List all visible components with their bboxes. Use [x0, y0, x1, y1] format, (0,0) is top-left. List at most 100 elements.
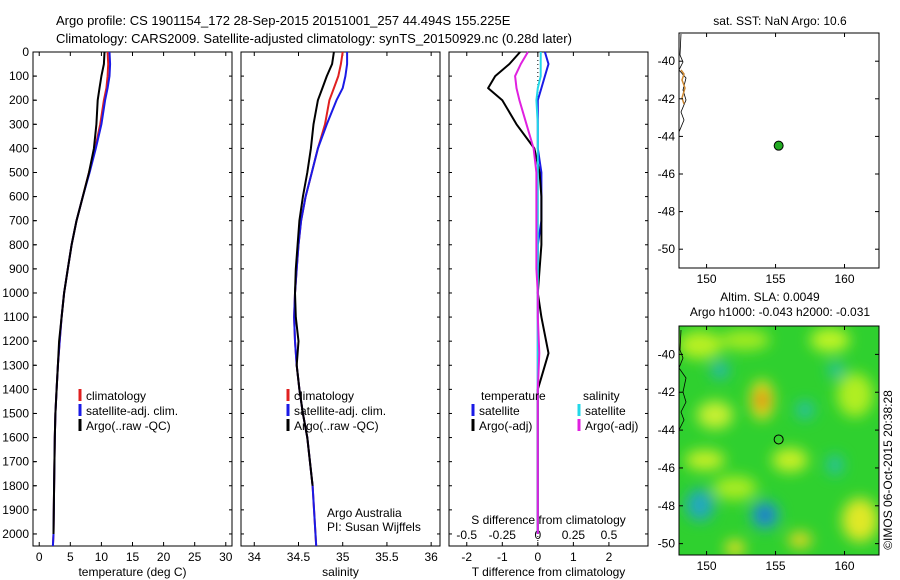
sla-map-ytick-label: -48 — [658, 499, 676, 513]
difference-panel: -2 -1 0 1 2T difference from climatology -0.5… — [448, 51, 649, 579]
salinity-xtick-label: 34.5 — [287, 550, 311, 564]
sst-map-ytick-label: -44 — [658, 129, 676, 143]
sst-map-ytick-label: -50 — [658, 242, 676, 256]
temperature-xtick-label: 10 — [95, 550, 109, 564]
difference-series-salinity-argo-adj- — [514, 51, 541, 534]
salinity-annotation: PI: Susan Wijffels — [327, 520, 421, 534]
side-label: ©IMOS 06-Oct-2015 20:38:28 — [881, 390, 895, 550]
temperature-xtick-label: 25 — [188, 550, 202, 564]
temperature-ytick-label: 500 — [9, 165, 29, 179]
difference-legend-header: temperature — [481, 389, 546, 403]
difference-xlabel: T difference from climatology — [472, 565, 626, 579]
temperature-ytick-label: 900 — [9, 262, 29, 276]
sla-map-ytick-label: -40 — [658, 347, 676, 361]
salinity-xtick-label: 35.5 — [375, 550, 399, 564]
sla-heatmap — [679, 326, 879, 555]
sla-map: Altim. SLA: 0.0049 Argo h1000: -0.043 h2… — [658, 290, 880, 573]
temperature-ytick-label: 1500 — [2, 406, 29, 420]
sst-map-title: sat. SST: NaN Argo: 10.6 — [713, 14, 847, 28]
sla-map-frame — [678, 325, 880, 556]
temperature-ytick-label: 100 — [9, 69, 29, 83]
difference-x2tick-label: -0.5 — [456, 528, 477, 542]
difference-x2tick-label: 0.5 — [601, 528, 618, 542]
difference-x2tick-label: 0 — [534, 528, 541, 542]
difference-xtick-label: -2 — [461, 550, 472, 564]
difference-legend-header: salinity — [583, 389, 620, 403]
sla-map-xtick-label: 160 — [835, 559, 855, 573]
temperature-ytick-label: 0 — [22, 45, 29, 59]
sst-map-ytick-label: -42 — [658, 92, 676, 106]
difference-xtick-label: 2 — [606, 550, 613, 564]
salinity-legend-label: satellite-adj. clim. — [294, 404, 386, 418]
temperature-legend-label: satellite-adj. clim. — [86, 404, 178, 418]
salinity-frame — [240, 51, 441, 547]
temperature-ytick-label: 200 — [9, 93, 29, 107]
temperature-ytick-label: 800 — [9, 238, 29, 252]
sst-map-ytick-label: -48 — [658, 205, 676, 219]
header-line-1: Argo profile: CS 1901154_172 28-Sep-2015… — [56, 13, 511, 28]
sla-map-xtick-label: 155 — [766, 559, 786, 573]
salinity-xtick-label: 35 — [336, 550, 350, 564]
temperature-xtick-label: 20 — [157, 550, 171, 564]
salinity-series-argo-raw-qc- — [294, 51, 335, 486]
sla-map-title-1: Altim. SLA: 0.0049 — [720, 290, 820, 304]
sla-map-ytick-label: -44 — [658, 423, 676, 437]
salinity-xtick-label: 34 — [248, 550, 262, 564]
sla-map-ytick-label: -50 — [658, 537, 676, 551]
temperature-xtick-label: 30 — [219, 550, 233, 564]
temperature-xtick-label: 0 — [36, 550, 43, 564]
temperature-panel: 0 5 10 15 20 25 300100200300400500600700800900… — [2, 45, 232, 579]
sst-map-ytick-label: -46 — [658, 167, 676, 181]
temperature-ytick-label: 400 — [9, 141, 29, 155]
temperature-ytick-label: 1600 — [2, 431, 29, 445]
sst-map-xtick-label: 155 — [766, 272, 786, 286]
temperature-frame — [32, 51, 233, 547]
temperature-ytick-label: 1000 — [2, 286, 29, 300]
temperature-xlabel: temperature (deg C) — [78, 565, 186, 579]
temperature-ytick-label: 700 — [9, 214, 29, 228]
sst-map-xtick-label: 160 — [835, 272, 855, 286]
difference-x2label: S difference from climatology — [471, 513, 626, 527]
difference-xtick-label: 0 — [534, 550, 541, 564]
temperature-ytick-label: 1200 — [2, 334, 29, 348]
difference-legend-label: Argo(-adj) — [479, 419, 532, 433]
temperature-ytick-label: 600 — [9, 190, 29, 204]
sla-float-marker — [773, 434, 784, 445]
temperature-xtick-label: 5 — [67, 550, 74, 564]
sst-float-marker — [773, 140, 784, 151]
sst-map-ytick-label: -40 — [658, 54, 676, 68]
temperature-legend-label: climatology — [86, 389, 146, 403]
sst-map-xtick-label: 150 — [697, 272, 717, 286]
temperature-legend-label: Argo(..raw -QC) — [86, 419, 171, 433]
temperature-ytick-label: 1400 — [2, 382, 29, 396]
header-line-2: Climatology: CARS2009. Satellite-adjuste… — [56, 31, 572, 46]
temperature-ytick-label: 300 — [9, 117, 29, 131]
temperature-ytick-label: 2000 — [2, 527, 29, 541]
difference-xtick-label: 1 — [570, 550, 577, 564]
sst-map: sat. SST: NaN Argo: 10.6 150 155 160 -40 -42… — [658, 14, 880, 286]
difference-legend-label: satellite — [585, 404, 626, 418]
salinity-panel: 34 34.5 35 35.5 36 salinity climatologysatelli… — [240, 51, 441, 579]
difference-xtick-label: -1 — [497, 550, 508, 564]
sst-map-coastline — [678, 33, 687, 133]
sla-map-ytick-label: -46 — [658, 461, 676, 475]
salinity-xtick-label: 36 — [424, 550, 438, 564]
temperature-xtick-label: 15 — [126, 550, 140, 564]
sla-map-xtick-label: 150 — [697, 559, 717, 573]
salinity-legend-label: Argo(..raw -QC) — [294, 419, 379, 433]
sla-map-title-2: Argo h1000: -0.043 h2000: -0.031 — [690, 305, 870, 319]
salinity-xlabel: salinity — [322, 565, 359, 579]
difference-x2tick-label: 0.25 — [562, 528, 586, 542]
temperature-ytick-label: 1900 — [2, 503, 29, 517]
temperature-ytick-label: 1300 — [2, 358, 29, 372]
difference-series-salinity-satellite — [535, 52, 542, 534]
sla-map-ytick-label: -42 — [658, 385, 676, 399]
difference-x2tick-label: -0.25 — [489, 528, 517, 542]
temperature-ytick-label: 1800 — [2, 479, 29, 493]
difference-legend-label: Argo(-adj) — [585, 419, 638, 433]
temperature-ytick-label: 1700 — [2, 455, 29, 469]
temperature-ytick-label: 1100 — [3, 310, 29, 324]
salinity-annotation: Argo Australia — [327, 506, 402, 520]
temperature-series-argo-raw-qc- — [52, 51, 106, 535]
